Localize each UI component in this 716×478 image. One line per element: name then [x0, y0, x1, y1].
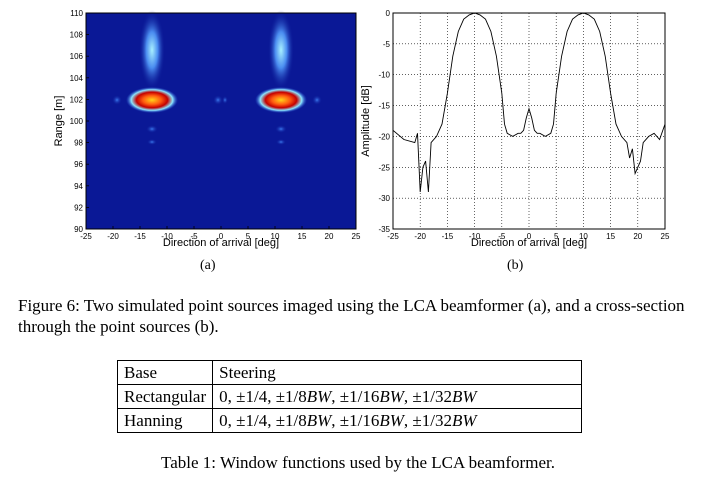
x-tick-label: 15: [298, 232, 307, 241]
table-cell-steering: 0, ±1/4, ±1/8BW, ±1/16BW, ±1/32BW: [212, 408, 583, 433]
x-tick-label: 25: [352, 232, 361, 241]
y-tick-label: -5: [383, 40, 391, 49]
source-right: [255, 10, 307, 145]
x-tick-label: -5: [190, 232, 198, 241]
table-header-steering: Steering: [212, 360, 583, 385]
x-tick-label: 20: [633, 232, 642, 241]
y-tick-label: -35: [378, 225, 390, 234]
x-tick-label: -15: [134, 232, 146, 241]
table-cell-steering: 0, ±1/4, ±1/8BW, ±1/16BW, ±1/32BW: [212, 384, 583, 409]
y-tick-label: 0: [386, 9, 391, 18]
heatmap-y-ticks: 90 92 94 96 98 100 102 104 106 108 110: [70, 9, 89, 234]
heatmap-background: [86, 13, 356, 229]
x-tick-label: 5: [246, 232, 251, 241]
x-tick-label: 0: [219, 232, 224, 241]
x-tick-label: -25: [80, 232, 92, 241]
x-tick-label: -20: [414, 232, 426, 241]
window-table: Base Steering Rectangular 0, ±1/4, ±1/8B…: [116, 360, 583, 433]
y-tick-label: -20: [378, 132, 390, 141]
y-tick-label: 108: [70, 31, 84, 40]
y-tick-label: 100: [70, 117, 84, 126]
table-header-row: Base Steering: [116, 360, 583, 385]
table-row: Rectangular 0, ±1/4, ±1/8BW, ±1/16BW, ±1…: [116, 384, 583, 409]
line-y-ticks: 0 -5 -10 -15 -20 -25 -30 -35: [378, 9, 390, 234]
x-tick-label: 5: [554, 232, 559, 241]
x-tick-label: -10: [469, 232, 481, 241]
y-tick-label: 102: [70, 95, 84, 104]
x-tick-label: 10: [271, 232, 280, 241]
amplitude-series: [392, 12, 666, 193]
figure-caption: Figure 6: Two simulated point sources im…: [18, 296, 685, 336]
x-tick-label: -10: [161, 232, 173, 241]
subfigure-label-a: (a): [200, 258, 216, 273]
y-tick-label: -25: [378, 163, 390, 172]
y-tick-label: 110: [70, 9, 83, 18]
y-tick-label: 98: [74, 139, 83, 148]
y-tick-label: -30: [378, 194, 390, 203]
y-tick-label: 94: [74, 182, 83, 191]
x-tick-label: 20: [325, 232, 334, 241]
x-tick-label: -20: [107, 232, 119, 241]
heatmap-sidelobes: [112, 95, 322, 105]
table-cell-base: Hanning: [116, 408, 214, 433]
y-tick-label: 92: [74, 203, 83, 212]
x-tick-label: -25: [387, 232, 399, 241]
source-left: [126, 10, 178, 145]
heatmap-ylabel: Range [m]: [53, 96, 65, 147]
table-cell-base: Rectangular: [116, 384, 214, 409]
heatmap-xlabel: Direction of arrival [deg]: [163, 237, 279, 249]
y-tick-label: 90: [74, 225, 83, 234]
table-header-base: Base: [116, 360, 214, 385]
y-tick-label: -10: [378, 71, 390, 80]
heatmap-panel: -25 -20 -15 -10 -5 0 5 10 15 20 25 90 92 94 96 98 100 10…: [53, 9, 361, 249]
line-x-ticks: -25 -20 -15 -10 -5 0 5 10 15 20 25: [387, 232, 670, 241]
x-tick-label: 25: [661, 232, 670, 241]
subfigure-label-b: (b): [507, 258, 524, 273]
x-tick-label: 0: [527, 232, 532, 241]
line-xlabel: Direction of arrival [deg]: [471, 237, 587, 249]
x-tick-label: 15: [606, 232, 615, 241]
table-caption: Table 1: Window functions used by the LC…: [161, 453, 555, 472]
line-ylabel: Amplitude [dB]: [360, 85, 372, 157]
y-tick-label: 106: [70, 52, 84, 61]
table-row: Hanning 0, ±1/4, ±1/8BW, ±1/16BW, ±1/32B…: [116, 408, 583, 433]
x-tick-label: 10: [579, 232, 588, 241]
y-tick-label: -15: [378, 102, 390, 111]
heatmap-x-ticks: -25 -20 -15 -10 -5 0 5 10 15 20 25: [80, 226, 361, 241]
x-tick-label: -15: [442, 232, 454, 241]
x-tick-label: -5: [498, 232, 506, 241]
y-tick-label: 104: [70, 74, 84, 83]
line-panel: -25 -20 -15 -10 -5 0 5 10 15 20 25 0-5-10-15-20-25…: [360, 9, 670, 249]
y-tick-label: 96: [74, 160, 83, 169]
